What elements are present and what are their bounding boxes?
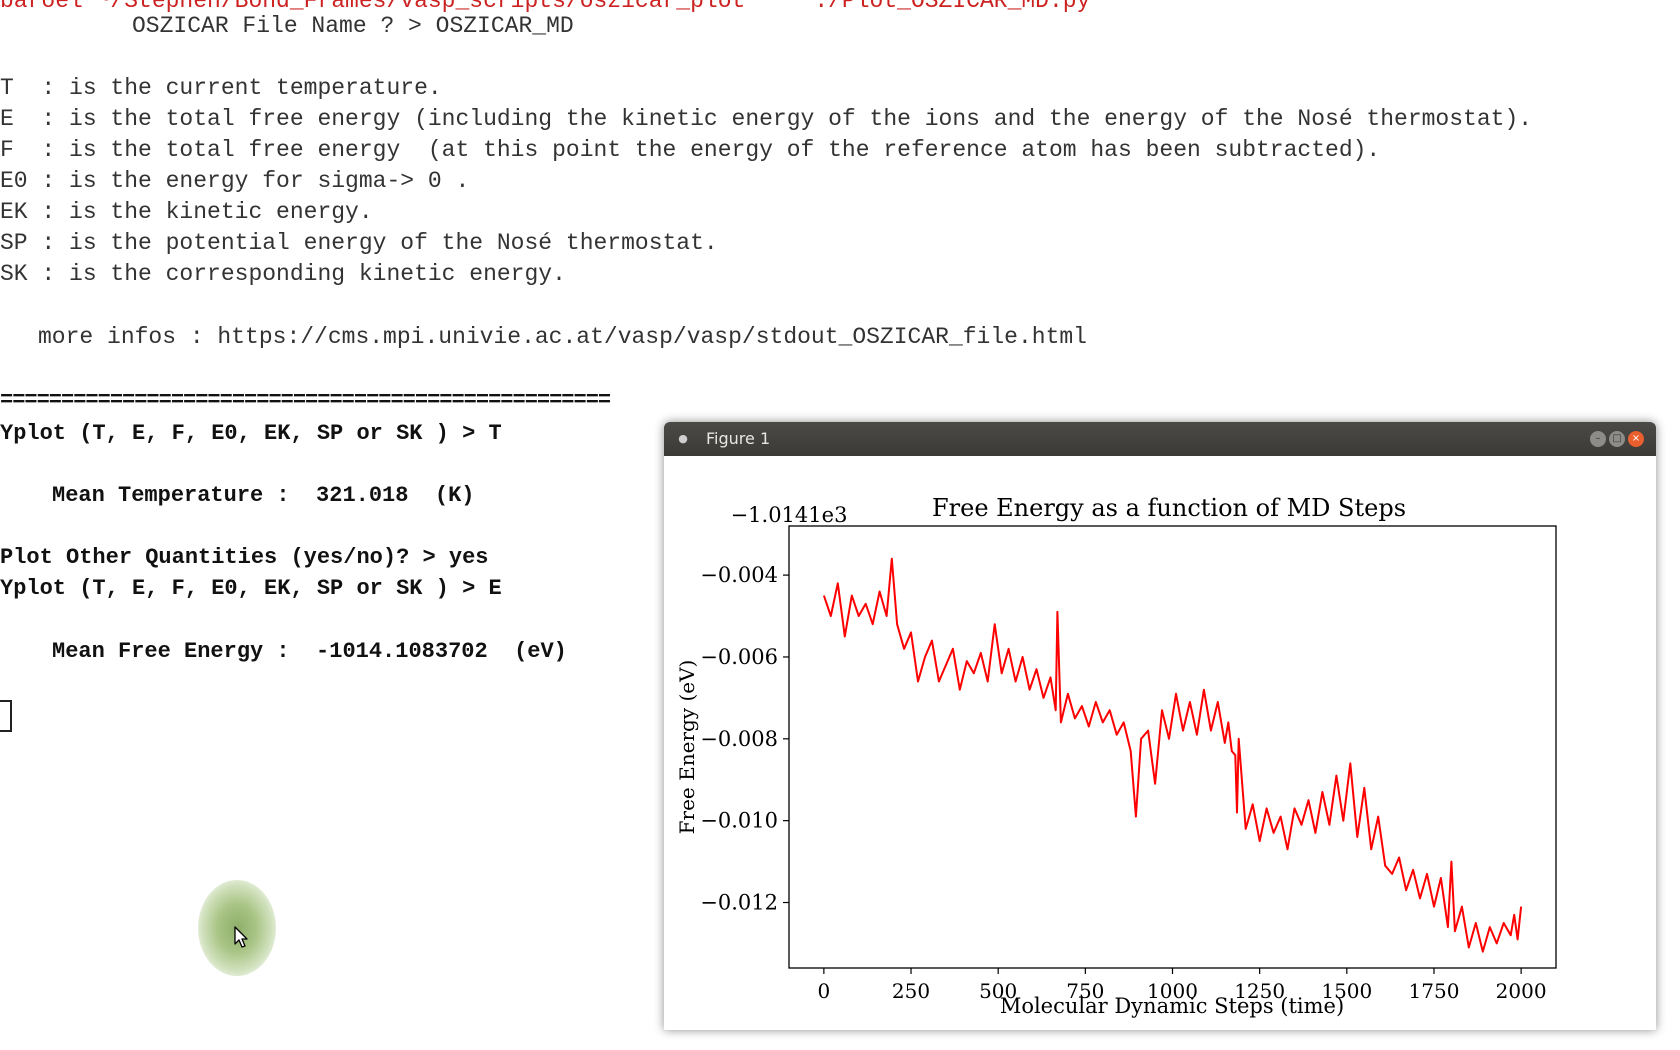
figure-window[interactable]: ● Figure 1 – □ × Free Energy as a functi…	[664, 422, 1656, 1030]
terminal-legend-SK: SK : is the corresponding kinetic energy…	[0, 261, 566, 287]
terminal-yplot-prompt-2: Yplot (T, E, F, E0, EK, SP or SK ) > E	[0, 576, 502, 601]
terminal-mean-free-energy: Mean Free Energy : -1014.1083702 (eV)	[52, 639, 567, 664]
terminal-command-line: baroel ~/Stephen/Bond_Frames/vasp_script…	[0, 0, 1091, 14]
terminal-mean-temperature: Mean Temperature : 321.018 (K)	[52, 483, 475, 508]
x-axis-label: Molecular Dynamic Steps (time)	[1000, 994, 1344, 1018]
x-tick-label: 1500	[1321, 979, 1372, 1003]
terminal-legend-SP: SP : is the potential energy of the Nosé…	[0, 230, 718, 256]
terminal-separator: ========================================…	[0, 388, 611, 413]
y-tick-label: −0.010	[700, 809, 778, 833]
x-tick-label: 0	[817, 979, 830, 1003]
minimize-icon[interactable]: –	[1590, 431, 1606, 447]
figure-titlebar[interactable]: ● Figure 1 – □ ×	[664, 422, 1656, 456]
window-menu-icon[interactable]: ●	[678, 432, 688, 445]
y-tick-label: −0.008	[700, 727, 778, 751]
terminal-legend-E: E : is the total free energy (including …	[0, 106, 1533, 132]
terminal-yplot-prompt-1: Yplot (T, E, F, E0, EK, SP or SK ) > T	[0, 421, 502, 446]
free-energy-series-line	[822, 557, 1523, 953]
y-offset-label: −1.0141e3	[731, 503, 848, 527]
x-tick-label: 500	[979, 979, 1017, 1003]
terminal-legend-E0: E0 : is the energy for sigma-> 0 .	[0, 168, 470, 194]
y-tick-label: −0.004	[700, 563, 778, 587]
free-energy-chart: Free Energy as a function of MD Steps −1…	[675, 494, 1557, 1018]
terminal-filename-prompt: OSZICAR File Name ? > OSZICAR_MD	[132, 13, 574, 39]
maximize-icon[interactable]: □	[1609, 431, 1625, 447]
x-tick-label: 1000	[1147, 979, 1198, 1003]
mouse-pointer-icon	[234, 926, 248, 948]
terminal-more-infos: more infos : https://cms.mpi.univie.ac.a…	[38, 324, 1087, 350]
y-tick-label: −0.012	[700, 891, 778, 915]
terminal-legend-EK: EK : is the kinetic energy.	[0, 199, 373, 225]
figure-window-title: Figure 1	[706, 429, 771, 448]
y-tick-label: −0.006	[700, 645, 778, 669]
x-tick-label: 1250	[1234, 979, 1285, 1003]
terminal-legend-F: F : is the total free energy (at this po…	[0, 137, 1381, 163]
chart-title: Free Energy as a function of MD Steps	[932, 494, 1406, 522]
terminal-legend-T: T : is the current temperature.	[0, 75, 442, 101]
close-icon[interactable]: ×	[1628, 431, 1644, 447]
terminal-plot-other-prompt: Plot Other Quantities (yes/no)? > yes	[0, 545, 489, 570]
terminal-cursor[interactable]	[0, 700, 12, 732]
pointer-highlight	[198, 880, 276, 976]
x-tick-label: 1750	[1409, 979, 1460, 1003]
x-tick-label: 2000	[1496, 979, 1547, 1003]
plot-canvas[interactable]: Free Energy as a function of MD Steps −1…	[664, 456, 1656, 1030]
axes-frame	[788, 525, 1557, 969]
x-tick-label: 750	[1066, 979, 1104, 1003]
y-axis-label: Free Energy (eV)	[675, 660, 699, 835]
x-tick-label: 250	[892, 979, 930, 1003]
